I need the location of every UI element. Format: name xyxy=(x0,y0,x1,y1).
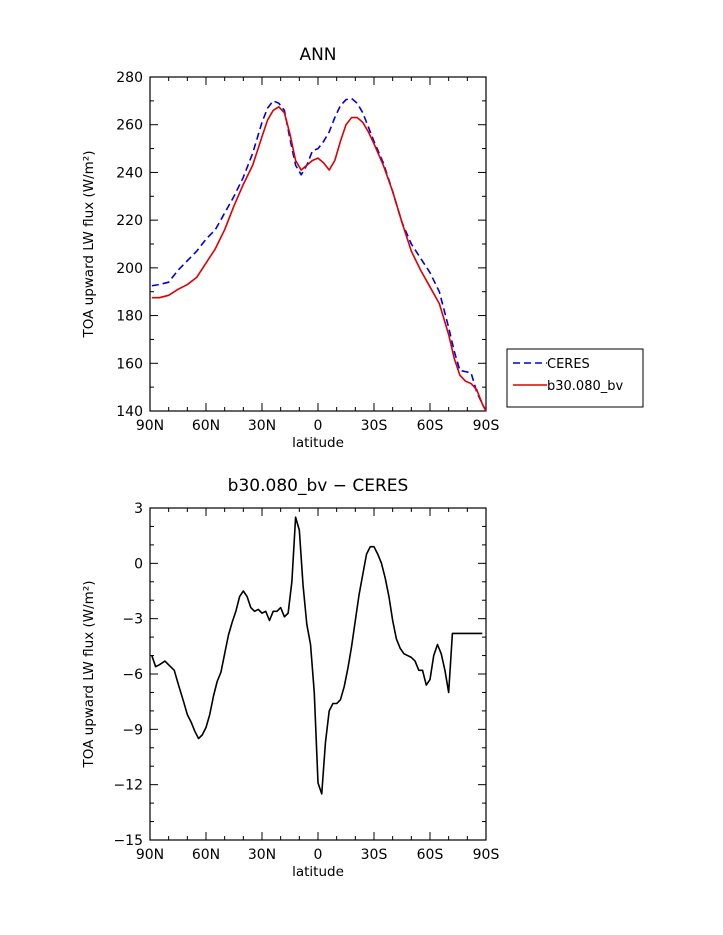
y-tick-label: −6 xyxy=(122,667,143,683)
legend-entry-label: b30.080_bv xyxy=(547,379,623,394)
y-tick-label: 240 xyxy=(116,165,143,181)
y-tick-label: 3 xyxy=(134,501,143,517)
x-tick-label: 90S xyxy=(473,847,500,863)
series-line-ceres xyxy=(152,98,486,411)
chart-title: b30.080_bv − CERES xyxy=(228,476,409,496)
y-tick-label: 160 xyxy=(116,356,143,372)
chart-title: ANN xyxy=(299,45,336,65)
x-tick-label: 30S xyxy=(361,847,388,863)
x-tick-label: 60S xyxy=(417,847,444,863)
bottom-chart-panel: b30.080_bv − CERES 90N 60N 30N 0 30S 60S 90S lat… xyxy=(81,476,499,880)
y-tick-label: −9 xyxy=(122,722,143,738)
x-tick-label: 90N xyxy=(136,418,164,434)
series-line-difference xyxy=(152,517,482,794)
x-tick-label: 30S xyxy=(361,418,388,434)
y-tick-label: −3 xyxy=(122,612,143,628)
y-axis-label: TOA upward LW flux (W/m²) xyxy=(81,150,97,338)
y-tick-label: 140 xyxy=(116,404,143,420)
x-tick-label: 0 xyxy=(314,847,323,863)
y-tick-label: 180 xyxy=(116,309,143,325)
plot-frame xyxy=(150,77,486,411)
x-tick-label: 60N xyxy=(192,847,220,863)
plot-frame xyxy=(150,508,486,840)
series-line-b30-080-bv xyxy=(152,107,486,411)
y-tick-label: 220 xyxy=(116,213,143,229)
y-tick-label: −12 xyxy=(113,778,143,794)
y-tick-label: 280 xyxy=(116,70,143,86)
x-tick-label: 60S xyxy=(417,418,444,434)
x-axis-label: latitude xyxy=(292,864,344,880)
y-axis-label: TOA upward LW flux (W/m²) xyxy=(81,580,97,768)
x-tick-label: 30N xyxy=(248,847,276,863)
y-tick-label: 0 xyxy=(134,556,143,572)
x-axis-label: latitude xyxy=(292,435,344,451)
y-tick-label: 200 xyxy=(116,261,143,277)
x-tick-label: 0 xyxy=(314,418,323,434)
y-tick-label: −15 xyxy=(113,833,143,849)
legend-entry-label: CERES xyxy=(547,357,590,372)
x-tick-label: 90N xyxy=(136,847,164,863)
top-chart-panel: ANN 90N 60N 30N 0 30S 60S 90S latitude 140 160 180 2… xyxy=(81,45,643,451)
y-tick-label: 260 xyxy=(116,118,143,134)
x-tick-label: 60N xyxy=(192,418,220,434)
x-tick-label: 30N xyxy=(248,418,276,434)
x-tick-label: 90S xyxy=(473,418,500,434)
